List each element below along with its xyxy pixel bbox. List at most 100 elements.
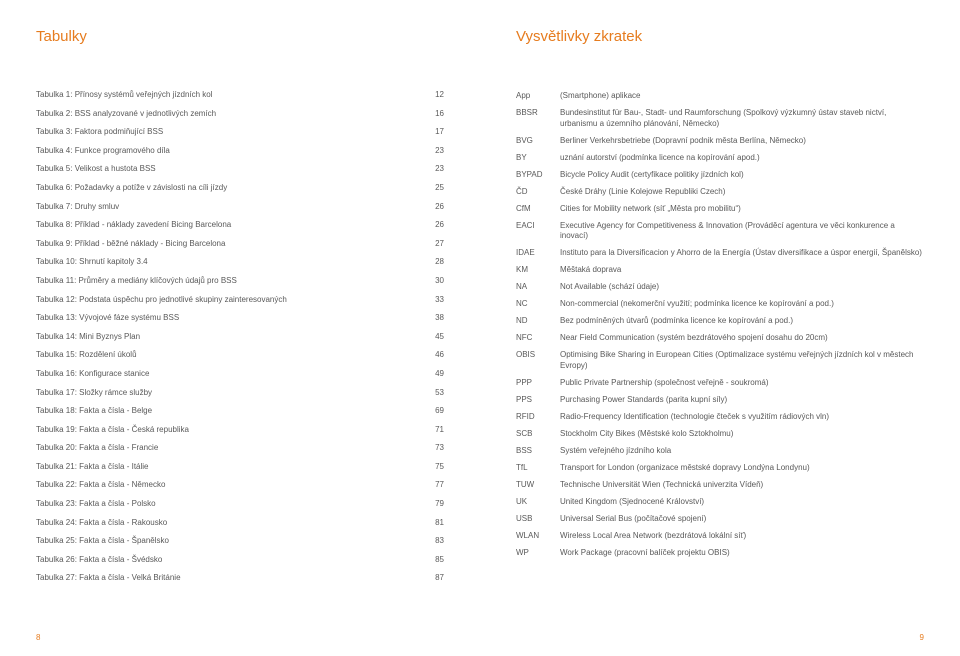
table-row-label: Tabulka 5: Velikost a hustota BSS <box>36 165 420 173</box>
abbr-key: WP <box>516 548 560 559</box>
table-row-label: Tabulka 15: Rozdělení úkolů <box>36 351 420 359</box>
abbr-key: BYPAD <box>516 170 560 181</box>
abbr-desc: Berliner Verkehrsbetriebe (Dopravní podn… <box>560 136 924 147</box>
abbreviations-list: App(Smartphone) aplikaceBBSRBundesinstit… <box>516 91 924 559</box>
right-page: Vysvětlivky zkratek App(Smartphone) apli… <box>480 0 960 656</box>
left-page-number: 8 <box>36 633 40 642</box>
abbr-row: BSSSystém veřejného jízdního kola <box>516 446 924 457</box>
abbr-key: WLAN <box>516 531 560 542</box>
table-row: Tabulka 7: Druhy smluv26 <box>36 203 444 211</box>
table-row-label: Tabulka 6: Požadavky a potíže v závislos… <box>36 184 420 192</box>
abbr-desc: Technische Universität Wien (Technická u… <box>560 480 924 491</box>
table-row-page: 75 <box>420 463 444 471</box>
table-row-page: 81 <box>420 519 444 527</box>
abbr-desc: Not Available (schází údaje) <box>560 282 924 293</box>
abbr-key: RFID <box>516 412 560 423</box>
abbr-row: BYuznání autorství (podmínka licence na … <box>516 153 924 164</box>
table-row-label: Tabulka 17: Složky rámce služby <box>36 389 420 397</box>
table-row: Tabulka 6: Požadavky a potíže v závislos… <box>36 184 444 192</box>
table-row: Tabulka 22: Fakta a čísla - Německo77 <box>36 481 444 489</box>
abbr-key: UK <box>516 497 560 508</box>
left-heading: Tabulky <box>36 28 444 45</box>
table-row-label: Tabulka 11: Průměry a mediány klíčových … <box>36 277 420 285</box>
table-row-label: Tabulka 22: Fakta a čísla - Německo <box>36 481 420 489</box>
table-row: Tabulka 15: Rozdělení úkolů46 <box>36 351 444 359</box>
abbr-desc: Instituto para la Diversificacion y Ahor… <box>560 248 924 259</box>
abbr-desc: Bez podmíněných útvarů (podmínka licence… <box>560 316 924 327</box>
table-row-page: 45 <box>420 333 444 341</box>
abbr-desc: Purchasing Power Standards (parita kupní… <box>560 395 924 406</box>
abbr-row: KMMěštaká doprava <box>516 265 924 276</box>
page-spread: Tabulky Tabulka 1: Přínosy systémů veřej… <box>0 0 960 656</box>
abbr-row: UKUnited Kingdom (Sjednocené Království) <box>516 497 924 508</box>
abbr-row: USBUniversal Serial Bus (počítačové spoj… <box>516 514 924 525</box>
table-row-label: Tabulka 23: Fakta a čísla - Polsko <box>36 500 420 508</box>
table-row-label: Tabulka 26: Fakta a čísla - Švédsko <box>36 556 420 564</box>
table-row-label: Tabulka 25: Fakta a čísla - Španělsko <box>36 537 420 545</box>
abbr-key: IDAE <box>516 248 560 259</box>
table-row-page: 23 <box>420 147 444 155</box>
abbr-desc: Optimising Bike Sharing in European Citi… <box>560 350 924 372</box>
table-row-page: 12 <box>420 91 444 99</box>
table-row-label: Tabulka 12: Podstata úspěchu pro jednotl… <box>36 296 420 304</box>
table-row-label: Tabulka 9: Příklad - běžné náklady - Bic… <box>36 240 420 248</box>
abbr-row: NDBez podmíněných útvarů (podmínka licen… <box>516 316 924 327</box>
abbr-row: NCNon-commercial (nekomerční využití; po… <box>516 299 924 310</box>
table-row-page: 23 <box>420 165 444 173</box>
table-row-page: 83 <box>420 537 444 545</box>
table-row-page: 26 <box>420 221 444 229</box>
table-row-page: 30 <box>420 277 444 285</box>
table-row: Tabulka 27: Fakta a čísla - Velká Britán… <box>36 574 444 582</box>
table-row-page: 26 <box>420 203 444 211</box>
abbr-key: PPS <box>516 395 560 406</box>
abbr-desc: Cities for Mobility network (síť „Města … <box>560 204 924 215</box>
left-page: Tabulky Tabulka 1: Přínosy systémů veřej… <box>0 0 480 656</box>
table-row: Tabulka 19: Fakta a čísla - Česká republ… <box>36 426 444 434</box>
abbr-row: CfMCities for Mobility network (síť „Měs… <box>516 204 924 215</box>
abbr-key: BVG <box>516 136 560 147</box>
abbr-desc: Transport for London (organizace městské… <box>560 463 924 474</box>
abbr-desc: (Smartphone) aplikace <box>560 91 924 102</box>
abbr-desc: Executive Agency for Competitiveness & I… <box>560 221 924 243</box>
abbr-row: WLANWireless Local Area Network (bezdrát… <box>516 531 924 542</box>
abbr-desc: Public Private Partnership (společnost v… <box>560 378 924 389</box>
abbr-desc: Wireless Local Area Network (bezdrátová … <box>560 531 924 542</box>
abbr-row: ČDČeské Dráhy (Linie Kolejowe Republiki … <box>516 187 924 198</box>
table-row: Tabulka 21: Fakta a čísla - Itálie75 <box>36 463 444 471</box>
abbr-key: BSS <box>516 446 560 457</box>
abbr-row: OBISOptimising Bike Sharing in European … <box>516 350 924 372</box>
table-row: Tabulka 10: Shrnutí kapitoly 3.428 <box>36 258 444 266</box>
abbr-key: TfL <box>516 463 560 474</box>
table-row: Tabulka 11: Průměry a mediány klíčových … <box>36 277 444 285</box>
abbr-key: PPP <box>516 378 560 389</box>
table-row-page: 71 <box>420 426 444 434</box>
table-row: Tabulka 23: Fakta a čísla - Polsko79 <box>36 500 444 508</box>
abbr-key: ND <box>516 316 560 327</box>
abbr-row: PPPPublic Private Partnership (společnos… <box>516 378 924 389</box>
abbr-row: PPSPurchasing Power Standards (parita ku… <box>516 395 924 406</box>
abbr-key: NFC <box>516 333 560 344</box>
abbr-key: OBIS <box>516 350 560 372</box>
table-row-label: Tabulka 2: BSS analyzované v jednotlivýc… <box>36 110 420 118</box>
abbr-key: BY <box>516 153 560 164</box>
table-row: Tabulka 14: Mini Byznys Plan45 <box>36 333 444 341</box>
abbr-desc: České Dráhy (Linie Kolejowe Republiki Cz… <box>560 187 924 198</box>
table-row: Tabulka 13: Vývojové fáze systému BSS38 <box>36 314 444 322</box>
table-row: Tabulka 26: Fakta a čísla - Švédsko85 <box>36 556 444 564</box>
abbr-desc: Stockholm City Bikes (Městské kolo Sztok… <box>560 429 924 440</box>
table-row-page: 69 <box>420 407 444 415</box>
abbr-row: BYPADBicycle Policy Audit (certyfikace p… <box>516 170 924 181</box>
table-row: Tabulka 20: Fakta a čísla - Francie73 <box>36 444 444 452</box>
tables-list: Tabulka 1: Přínosy systémů veřejných jíz… <box>36 91 444 582</box>
table-row: Tabulka 18: Fakta a čísla - Belge69 <box>36 407 444 415</box>
abbr-row: EACIExecutive Agency for Competitiveness… <box>516 221 924 243</box>
table-row-page: 49 <box>420 370 444 378</box>
table-row-label: Tabulka 24: Fakta a čísla - Rakousko <box>36 519 420 527</box>
table-row-page: 73 <box>420 444 444 452</box>
abbr-row: TUWTechnische Universität Wien (Technick… <box>516 480 924 491</box>
table-row: Tabulka 4: Funkce programového díla23 <box>36 147 444 155</box>
table-row: Tabulka 17: Složky rámce služby53 <box>36 389 444 397</box>
abbr-key: USB <box>516 514 560 525</box>
table-row: Tabulka 5: Velikost a hustota BSS23 <box>36 165 444 173</box>
table-row-page: 79 <box>420 500 444 508</box>
